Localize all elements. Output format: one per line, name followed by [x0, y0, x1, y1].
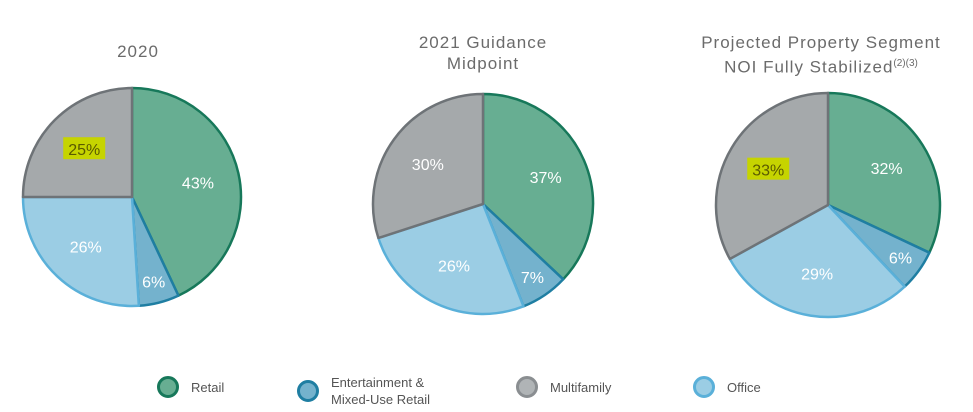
pie-charts: 43% 6% 26% 25% 37% 7% 26% 30% 32% 6% 29% 33% — [21, 86, 942, 319]
chart-title-text: 2020 — [117, 42, 159, 61]
data-label-entertainment-mixed-use-retail: 6% — [889, 251, 912, 268]
label-highlight — [63, 137, 106, 160]
pie-slice-retail — [481, 92, 595, 281]
data-label-retail: 37% — [530, 170, 562, 187]
legend-swatch-retail — [157, 376, 179, 398]
legend-item-multifamily: Multifamily — [516, 376, 611, 398]
data-label-multifamily: 25% — [68, 142, 100, 159]
chart-title-2020: 2020 — [58, 20, 218, 62]
legend-label: Office — [727, 379, 761, 395]
pie-projected: 32% 6% 29% 33% — [714, 91, 942, 319]
legend-swatch-entertainment — [297, 380, 319, 402]
data-label-retail: 43% — [182, 175, 214, 192]
legend-label: Multifamily — [550, 379, 612, 395]
legend-item-retail: Retail — [157, 376, 224, 398]
pie-slice-retail — [826, 91, 942, 254]
legend-item-entertainment: Entertainment & Mixed-Use Retail — [297, 374, 430, 408]
data-label-entertainment-mixed-use-retail: 6% — [142, 274, 165, 291]
legend-item-office: Office — [693, 376, 761, 398]
pie-slice-office — [377, 202, 525, 316]
pie-slice-office — [728, 203, 906, 319]
chart-title-projected: Projected Property Segment NOI Fully Sta… — [676, 11, 966, 78]
legend-swatch-multifamily — [516, 376, 538, 398]
data-label-office: 26% — [70, 239, 102, 256]
chart-title-superscript: (2)(3) — [893, 58, 918, 69]
pie-slice-office — [21, 195, 141, 308]
legend-label: Entertainment & Mixed-Use Retail — [331, 375, 430, 407]
chart-title-2021-guidance: 2021 Guidance Midpoint — [363, 11, 603, 74]
legend: Retail Entertainment & Mixed-Use Retail … — [0, 370, 973, 412]
data-label-office: 29% — [801, 267, 833, 284]
data-label-retail: 32% — [871, 161, 903, 178]
pie-2021-guidance: 37% 7% 26% 30% — [371, 92, 595, 316]
chart-title-text: 2021 Guidance Midpoint — [418, 33, 548, 73]
data-label-office: 26% — [438, 259, 470, 276]
legend-label: Retail — [191, 379, 225, 395]
chart-title-text: Projected Property Segment NOI Fully Sta… — [701, 33, 941, 77]
legend-swatch-office — [693, 376, 715, 398]
data-label-entertainment-mixed-use-retail: 7% — [521, 270, 544, 287]
label-highlight — [747, 157, 790, 180]
pie-slice-multifamily — [371, 92, 485, 240]
data-label-multifamily: 30% — [412, 157, 444, 174]
pie-2020: 43% 6% 26% 25% — [21, 86, 243, 308]
pie-slice-retail — [130, 86, 243, 297]
data-label-multifamily: 33% — [752, 163, 784, 180]
